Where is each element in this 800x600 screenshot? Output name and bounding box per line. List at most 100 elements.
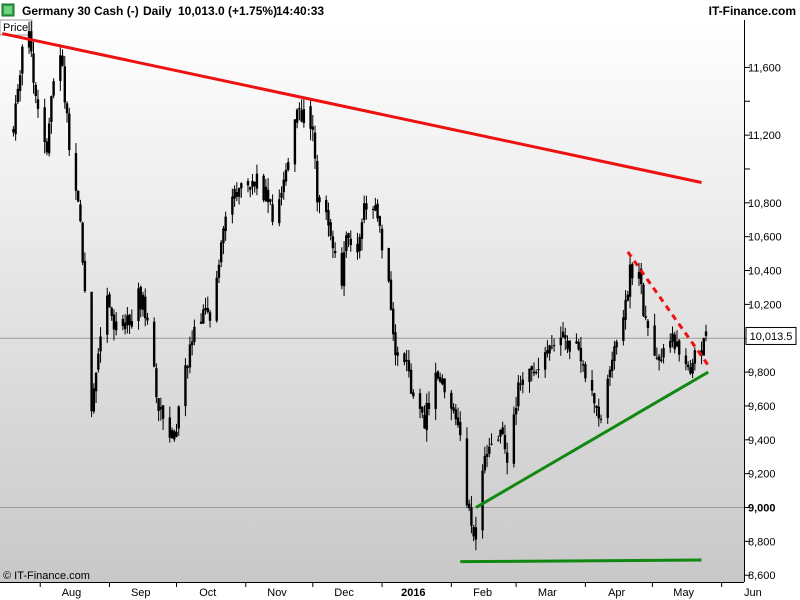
candle-body bbox=[624, 299, 627, 320]
candle-body bbox=[606, 378, 609, 418]
brand-label: IT-Finance.com bbox=[709, 4, 796, 18]
candle-body bbox=[333, 250, 337, 254]
candle-body bbox=[316, 160, 319, 203]
x-tick-label: Jun bbox=[744, 587, 762, 599]
candle-body bbox=[114, 321, 118, 331]
candle-body bbox=[282, 179, 285, 193]
candle-body bbox=[342, 252, 346, 287]
candle-body bbox=[170, 430, 174, 439]
candle-body bbox=[365, 203, 368, 210]
candle-body bbox=[405, 359, 408, 362]
candle-body bbox=[302, 109, 306, 124]
candle-body bbox=[407, 360, 411, 372]
candle-body bbox=[467, 503, 471, 509]
candle-body bbox=[43, 107, 46, 143]
candle-body bbox=[684, 355, 688, 365]
y-tick-label: 11,200 bbox=[748, 130, 781, 142]
candle-body bbox=[655, 357, 659, 359]
y-axis-panel bbox=[744, 20, 800, 600]
green-square-icon bbox=[1, 3, 15, 17]
candle-body bbox=[519, 383, 522, 385]
candle-body bbox=[278, 199, 281, 224]
candle-body bbox=[689, 367, 692, 374]
candle-body bbox=[456, 417, 460, 426]
candle-body bbox=[454, 409, 457, 420]
candle-body bbox=[202, 309, 205, 324]
candle-body bbox=[50, 95, 53, 123]
candle-body bbox=[255, 173, 259, 189]
candle-body bbox=[318, 197, 321, 203]
candle-body bbox=[597, 406, 600, 419]
candle-body bbox=[215, 277, 218, 321]
x-tick-label: Feb bbox=[473, 587, 492, 599]
candle-body bbox=[137, 288, 140, 322]
candle-body bbox=[65, 103, 69, 114]
candle-body bbox=[568, 340, 571, 352]
candle-body bbox=[615, 341, 618, 348]
candle-body bbox=[387, 248, 390, 282]
candle-body bbox=[128, 314, 131, 325]
trendline-long-term-resistance bbox=[1, 32, 702, 184]
y-tick-label: 8,800 bbox=[748, 536, 776, 548]
candle-body bbox=[32, 53, 35, 83]
candle-body bbox=[474, 527, 478, 540]
candle-body bbox=[329, 222, 332, 237]
candle-body bbox=[293, 119, 297, 165]
candle-body bbox=[34, 84, 37, 97]
x-tick-label: Oct bbox=[199, 587, 216, 599]
period-label: Daily bbox=[143, 4, 172, 18]
y-tick-label: 9,600 bbox=[748, 401, 776, 413]
candle-body bbox=[121, 318, 125, 327]
candle-body bbox=[251, 180, 254, 187]
y-tick-label: 9,800 bbox=[748, 367, 776, 379]
candle-body bbox=[396, 352, 399, 356]
candle-body bbox=[324, 199, 328, 213]
candle-body bbox=[269, 199, 272, 202]
candle-body bbox=[548, 345, 551, 354]
candle-body bbox=[675, 341, 679, 347]
candle-body bbox=[628, 264, 632, 297]
candle-body bbox=[438, 376, 442, 382]
candle-body bbox=[470, 507, 473, 526]
candle-body bbox=[253, 181, 256, 187]
candle-body bbox=[141, 294, 145, 310]
candle-body bbox=[219, 242, 223, 263]
header-bar bbox=[0, 0, 800, 20]
candle-body bbox=[610, 359, 614, 372]
candle-body bbox=[246, 181, 250, 186]
candle-body bbox=[472, 526, 475, 537]
y-tick-label: 10,400 bbox=[748, 266, 782, 278]
candle-body bbox=[173, 430, 176, 440]
candle-body bbox=[488, 446, 491, 454]
candle-body bbox=[237, 188, 241, 197]
candle-body bbox=[224, 216, 227, 232]
last-price-value: 10,013.5 bbox=[750, 331, 793, 343]
candle-body bbox=[378, 216, 382, 226]
candle-body bbox=[74, 153, 78, 191]
candle-body bbox=[235, 192, 239, 197]
instrument-name: Germany 30 Cash (-) bbox=[22, 4, 139, 18]
candle-body bbox=[637, 271, 641, 279]
candle-body bbox=[409, 369, 413, 394]
y-tick-label: 10,600 bbox=[748, 232, 782, 244]
candle-body bbox=[532, 371, 536, 374]
candle-body bbox=[671, 333, 674, 342]
candle-body bbox=[345, 235, 348, 252]
candle-body bbox=[266, 189, 270, 203]
candle-body bbox=[450, 392, 453, 409]
candle-body bbox=[12, 129, 15, 133]
candle-body bbox=[374, 205, 377, 211]
candle-body bbox=[425, 402, 428, 431]
candle-body bbox=[693, 350, 697, 364]
candle-body bbox=[76, 190, 80, 202]
candle-body bbox=[298, 107, 301, 110]
candle-body bbox=[157, 398, 160, 411]
candle-body bbox=[358, 237, 361, 252]
candle-body bbox=[530, 366, 533, 370]
candle-body bbox=[206, 308, 209, 313]
candle-body bbox=[371, 208, 375, 211]
trendline-short-term-resistance bbox=[626, 251, 710, 367]
price-panel-label: Price bbox=[3, 22, 28, 34]
candle-body bbox=[552, 344, 556, 346]
